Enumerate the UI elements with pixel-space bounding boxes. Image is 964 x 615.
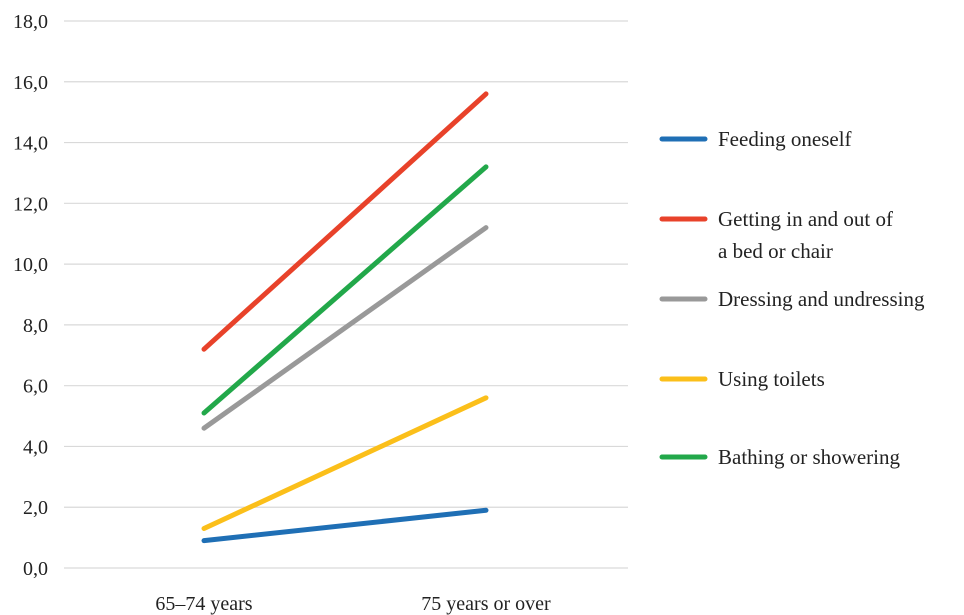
legend-label-line: Getting in and out of <box>718 207 893 231</box>
legend: Feeding oneself Getting in and out of a be… <box>659 127 925 469</box>
y-tick-label: 14,0 <box>13 133 48 155</box>
series-line-2 <box>201 225 489 431</box>
y-tick-label: 12,0 <box>13 193 48 215</box>
legend-label: Feeding oneself <box>718 127 852 151</box>
series-line-1 <box>201 91 489 352</box>
y-tick-label: 4,0 <box>23 436 48 458</box>
y-tick-label: 10,0 <box>13 254 48 276</box>
y-tick-label: 8,0 <box>23 315 48 337</box>
gridlines <box>64 20 628 569</box>
x-axis-ticks: 65–74 years 75 years or over <box>155 593 551 615</box>
legend-label-line: a bed or chair <box>718 239 833 263</box>
series-line-4 <box>201 164 489 416</box>
legend-label: Dressing and undressing <box>718 287 925 311</box>
series-lines <box>201 91 489 544</box>
legend-item: Getting in and out of a bed or chair <box>659 207 893 263</box>
legend-item: Bathing or showering <box>659 445 900 469</box>
legend-item: Using toilets <box>659 367 825 391</box>
y-tick-label: 2,0 <box>23 497 48 519</box>
y-tick-label: 0,0 <box>23 558 48 580</box>
legend-item: Feeding oneself <box>659 127 852 151</box>
y-tick-label: 6,0 <box>23 376 48 398</box>
legend-item: Dressing and undressing <box>659 287 925 311</box>
y-axis-ticks: 0,0 2,0 4,0 6,0 8,0 10,0 12,0 14,0 16,0 18,0 <box>13 11 48 580</box>
y-tick-label: 16,0 <box>13 72 48 94</box>
legend-label: Bathing or showering <box>718 445 900 469</box>
series-line-3 <box>201 395 489 531</box>
legend-label: Using toilets <box>718 367 825 391</box>
x-tick-label: 75 years or over <box>421 593 551 615</box>
y-tick-label: 18,0 <box>13 11 48 33</box>
series-line-0 <box>201 507 489 544</box>
x-tick-label: 65–74 years <box>155 593 252 615</box>
